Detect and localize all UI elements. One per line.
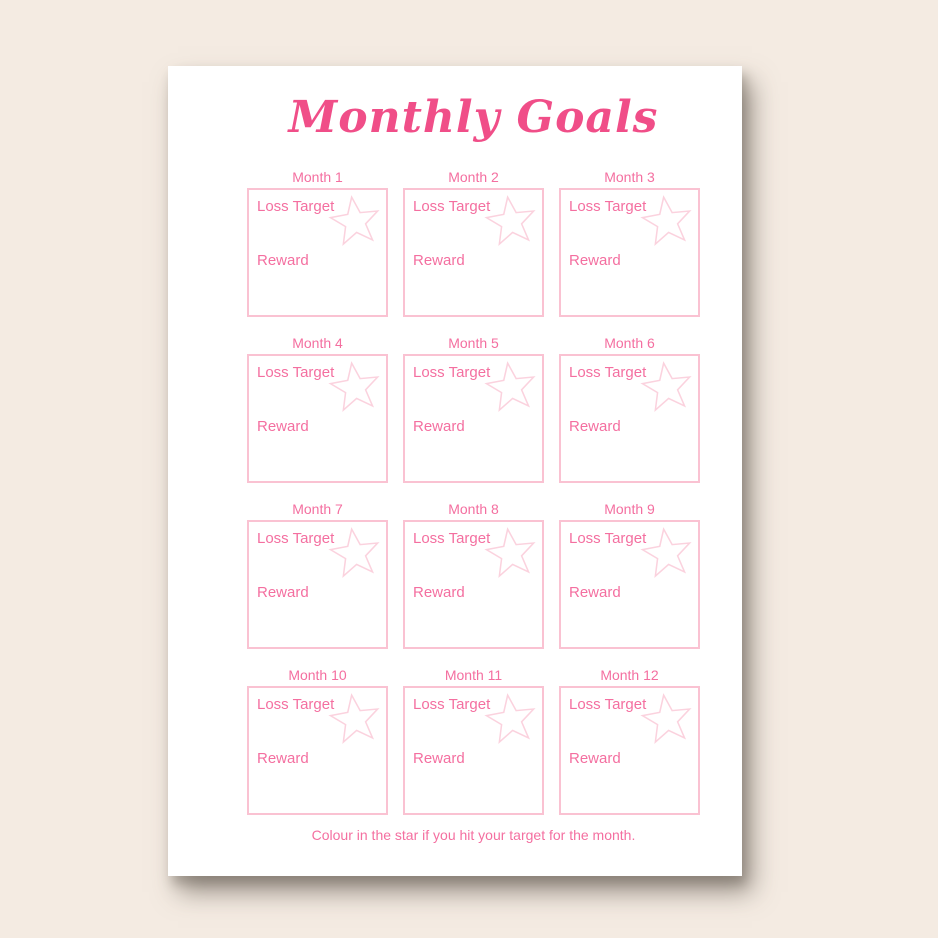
month-label: Month 5	[448, 335, 499, 351]
month-label: Month 9	[604, 501, 655, 517]
months-grid: Month 1 Loss Target Reward Month 2 Loss …	[247, 167, 700, 815]
month-cell: Month 7 Loss Target Reward	[247, 499, 388, 649]
month-goal-box: Loss Target Reward	[247, 520, 388, 649]
loss-target-label: Loss Target	[569, 696, 647, 713]
month-cell: Month 1 Loss Target Reward	[247, 167, 388, 317]
loss-target-label: Loss Target	[569, 530, 647, 547]
star-icon	[326, 192, 385, 251]
reward-label: Reward	[413, 584, 465, 601]
star-icon	[482, 690, 541, 749]
loss-target-label: Loss Target	[569, 364, 647, 381]
month-cell: Month 9 Loss Target Reward	[559, 499, 700, 649]
month-label: Month 1	[292, 169, 343, 185]
month-label: Month 7	[292, 501, 343, 517]
reward-label: Reward	[413, 418, 465, 435]
reward-label: Reward	[413, 750, 465, 767]
month-label: Month 6	[604, 335, 655, 351]
month-goal-box: Loss Target Reward	[559, 520, 700, 649]
reward-label: Reward	[569, 252, 621, 269]
loss-target-label: Loss Target	[413, 198, 491, 215]
month-cell: Month 8 Loss Target Reward	[403, 499, 544, 649]
star-icon	[326, 524, 385, 583]
star-icon	[326, 690, 385, 749]
reward-label: Reward	[569, 584, 621, 601]
footer-note: Colour in the star if you hit your targe…	[311, 827, 636, 843]
star-icon	[638, 358, 697, 417]
printable-page: Monthly Goals Month 1 Loss Target Reward…	[168, 66, 742, 876]
month-cell: Month 6 Loss Target Reward	[559, 333, 700, 483]
reward-label: Reward	[257, 418, 309, 435]
star-icon	[482, 358, 541, 417]
page-content: Monthly Goals Month 1 Loss Target Reward…	[247, 85, 700, 815]
month-label: Month 12	[600, 667, 659, 683]
month-label: Month 2	[448, 169, 499, 185]
month-label: Month 8	[448, 501, 499, 517]
month-goal-box: Loss Target Reward	[559, 354, 700, 483]
month-cell: Month 11 Loss Target Reward	[403, 665, 544, 815]
month-goal-box: Loss Target Reward	[247, 188, 388, 317]
reward-label: Reward	[569, 750, 621, 767]
loss-target-label: Loss Target	[257, 364, 335, 381]
month-cell: Month 3 Loss Target Reward	[559, 167, 700, 317]
month-goal-box: Loss Target Reward	[247, 686, 388, 815]
month-cell: Month 2 Loss Target Reward	[403, 167, 544, 317]
reward-label: Reward	[257, 252, 309, 269]
month-cell: Month 4 Loss Target Reward	[247, 333, 388, 483]
loss-target-label: Loss Target	[257, 198, 335, 215]
loss-target-label: Loss Target	[257, 530, 335, 547]
page-title: Monthly Goals	[288, 92, 659, 143]
reward-label: Reward	[569, 418, 621, 435]
month-goal-box: Loss Target Reward	[403, 520, 544, 649]
month-cell: Month 12 Loss Target Reward	[559, 665, 700, 815]
month-goal-box: Loss Target Reward	[559, 188, 700, 317]
star-icon	[482, 192, 541, 251]
month-cell: Month 10 Loss Target Reward	[247, 665, 388, 815]
month-label: Month 4	[292, 335, 343, 351]
loss-target-label: Loss Target	[569, 198, 647, 215]
loss-target-label: Loss Target	[413, 530, 491, 547]
star-icon	[326, 358, 385, 417]
loss-target-label: Loss Target	[257, 696, 335, 713]
loss-target-label: Loss Target	[413, 364, 491, 381]
month-goal-box: Loss Target Reward	[247, 354, 388, 483]
month-goal-box: Loss Target Reward	[403, 188, 544, 317]
month-goal-box: Loss Target Reward	[403, 686, 544, 815]
star-icon	[638, 690, 697, 749]
star-icon	[638, 524, 697, 583]
loss-target-label: Loss Target	[413, 696, 491, 713]
reward-label: Reward	[413, 252, 465, 269]
star-icon	[482, 524, 541, 583]
month-goal-box: Loss Target Reward	[403, 354, 544, 483]
month-cell: Month 5 Loss Target Reward	[403, 333, 544, 483]
month-label: Month 11	[444, 667, 503, 683]
month-label: Month 10	[288, 667, 347, 683]
month-goal-box: Loss Target Reward	[559, 686, 700, 815]
month-label: Month 3	[604, 169, 655, 185]
reward-label: Reward	[257, 584, 309, 601]
star-icon	[638, 192, 697, 251]
reward-label: Reward	[257, 750, 309, 767]
